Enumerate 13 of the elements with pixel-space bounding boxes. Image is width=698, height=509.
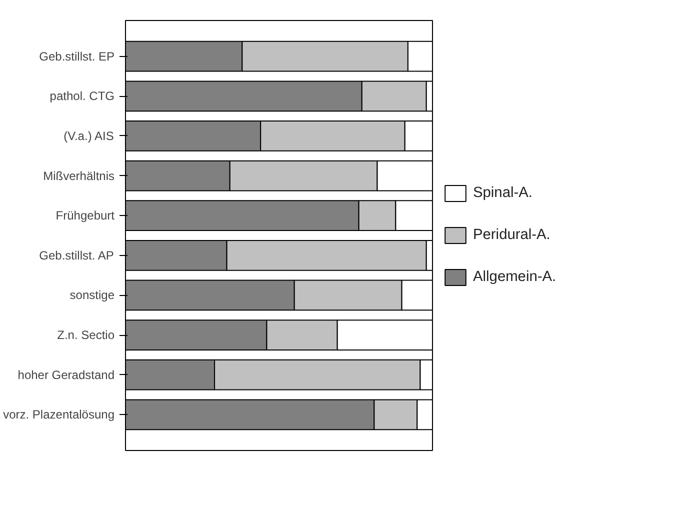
y-tick-label: vorz. Plazentalösung: [3, 408, 115, 422]
y-tick-label: hoher Geradstand: [18, 368, 114, 382]
y-tick-label: sonstige: [70, 288, 115, 302]
y-tick-label: Geb.stillst. EP: [39, 49, 114, 64]
y-tick-label: pathol. CTG: [50, 89, 115, 104]
legend-label: Spinal-A.: [473, 185, 532, 201]
y-tick-label: Z.n. Sectio: [57, 328, 115, 342]
y-tick-label: Frühgeburt: [56, 208, 116, 223]
legend-label: Allgemein-A.: [473, 269, 556, 285]
y-tick-label: Geb.stillst. AP: [39, 248, 114, 262]
y-tick-label: Mißverhältnis: [43, 168, 115, 183]
legend-label: Peridural-A.: [473, 227, 550, 243]
y-tick-label: (V.a.) AIS: [64, 128, 114, 143]
